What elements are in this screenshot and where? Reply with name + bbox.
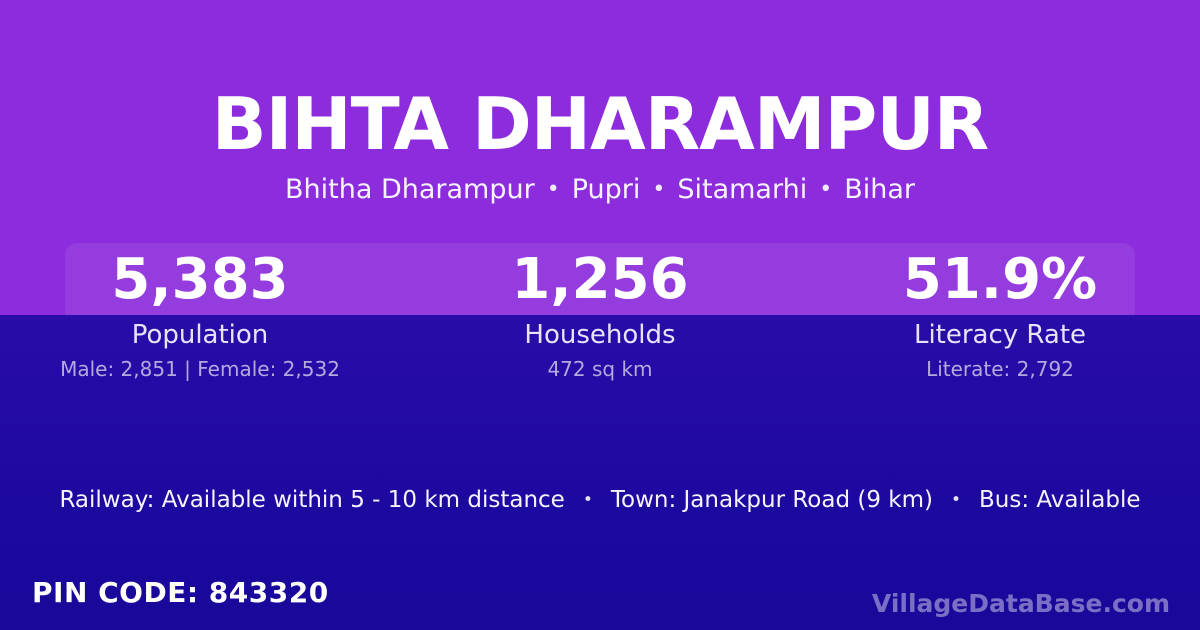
households-detail: 472 sq km: [547, 357, 653, 381]
stats-row: 5,383 Population Male: 2,851 | Female: 2…: [0, 243, 1200, 382]
literacy-value: 51.9%: [902, 246, 1098, 312]
railway-info: Railway: Available within 5 - 10 km dist…: [59, 487, 565, 513]
purple-header-background: [0, 0, 1200, 315]
stat-population: 5,383 Population Male: 2,851 | Female: 2…: [0, 243, 400, 382]
header-section: BIHTA DHARAMPUR Bhitha Dharampur • Pupri…: [0, 0, 1200, 206]
population-detail: Male: 2,851 | Female: 2,532: [60, 357, 340, 381]
literacy-label: Literacy Rate: [913, 320, 1087, 350]
stats-highlight-band: [65, 243, 1135, 315]
stat-literacy-rate: 51.9% Literacy Rate Literate: 2,792: [800, 243, 1200, 382]
breadcrumb-separator-icon: •: [819, 177, 833, 202]
stat-households: 1,256 Households 472 sq km: [400, 243, 800, 382]
breadcrumb-district: Sitamarhi: [677, 174, 808, 205]
brand-watermark: VillageDataBase.com: [871, 589, 1170, 618]
pin-code: PIN CODE: 843320: [32, 576, 329, 609]
village-title: BIHTA DHARAMPUR: [211, 82, 989, 166]
breadcrumb-village: Bhitha Dharampur: [285, 174, 535, 205]
transport-separator-icon: •: [582, 490, 593, 510]
indigo-body-background: [0, 315, 1200, 630]
breadcrumb-separator-icon: •: [546, 177, 560, 202]
bus-info: Bus: Available: [979, 487, 1141, 513]
town-info: Town: Janakpur Road (9 km): [610, 487, 933, 513]
population-value: 5,383: [111, 246, 289, 312]
households-value: 1,256: [511, 246, 689, 312]
transport-info-line: Railway: Available within 5 - 10 km dist…: [0, 484, 1200, 516]
transport-separator-icon: •: [950, 490, 962, 510]
households-label: Households: [524, 320, 676, 350]
location-breadcrumb: Bhitha Dharampur • Pupri • Sitamarhi • B…: [0, 174, 1200, 206]
breadcrumb-block: Pupri: [571, 174, 641, 205]
breadcrumb-state: Bihar: [844, 174, 915, 205]
population-label: Population: [131, 320, 269, 350]
literacy-detail: Literate: 2,792: [926, 357, 1074, 381]
breadcrumb-separator-icon: •: [652, 177, 666, 202]
